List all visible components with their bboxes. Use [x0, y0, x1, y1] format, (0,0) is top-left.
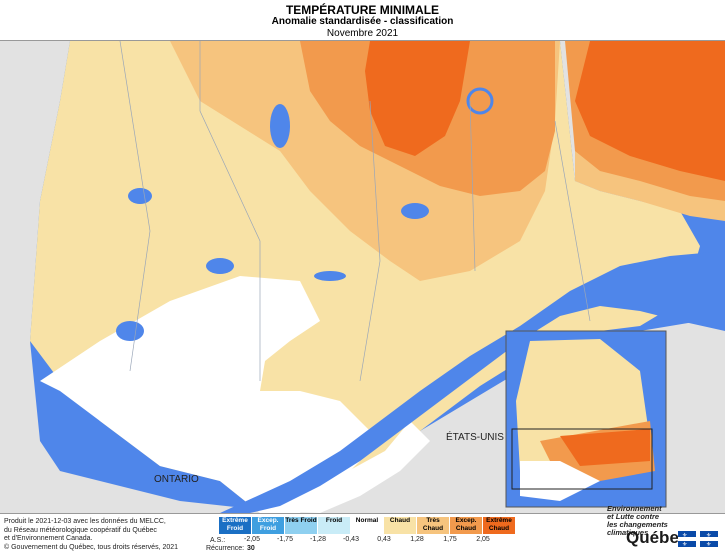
lake-3	[206, 258, 234, 274]
legend-threshold: 1,75	[443, 536, 457, 543]
svg-text:⚜: ⚜	[682, 541, 687, 547]
ministry-line-3: les changements	[607, 520, 668, 529]
quebec-extreme-chaud-zone-2	[575, 41, 725, 181]
map-title: TEMPÉRATURE MINIMALE	[285, 3, 440, 17]
lake-5	[116, 321, 144, 341]
ministry-line-1: Environnement	[607, 504, 662, 513]
legend-threshold: -2,05	[244, 536, 260, 543]
legend-threshold: 2,05	[476, 536, 490, 543]
legend-threshold: 0,43	[377, 536, 391, 543]
svg-text:⚜: ⚜	[706, 532, 711, 539]
quebec-extreme-chaud-zone	[365, 41, 470, 156]
footer-line-3: et d'Environnement Canada.	[4, 535, 93, 542]
ministry-line-4: climatiques	[607, 528, 649, 537]
legend-swatch-tres-froid: Très Froid	[285, 517, 317, 534]
lake-7	[466, 87, 494, 115]
inset-map	[505, 330, 667, 508]
legend-swatch-froid: Froid	[318, 517, 350, 534]
copyright: © Gouvernement du Québec, tous droits ré…	[4, 544, 179, 551]
legend-swatch-excep-chaud: Excep. Chaud	[450, 517, 482, 534]
legend-swatch-normal: Normal	[351, 517, 383, 534]
legend-threshold: 1,28	[410, 536, 424, 543]
legend-swatch-tres-chaud: Très Chaud	[417, 517, 449, 534]
legend-threshold: -0,43	[343, 536, 359, 543]
ministry-line-2: et Lutte contre	[607, 512, 660, 521]
svg-text:⚜: ⚜	[682, 532, 687, 539]
legend-swatch-extreme-chaud: Extrême Chaud	[483, 517, 515, 534]
svg-text:⚜: ⚜	[706, 541, 711, 547]
ministry-name: Environnement et Lutte contre les change…	[607, 505, 668, 537]
lake-2	[128, 188, 152, 204]
footer-line-1: Produit le 2021-12-03 avec les données d…	[4, 518, 166, 525]
legend-recurrence-value: 30	[247, 545, 255, 552]
legend-as-label: A.S.:	[210, 537, 226, 544]
region-borders	[119, 41, 591, 382]
lake-4	[314, 271, 346, 281]
legend-swatch-extreme-froid: Extrême Froid	[219, 517, 251, 534]
st-lawrence-river	[220, 251, 725, 513]
label-us: ÉTATS-UNIS	[446, 432, 504, 443]
legend-swatch-excep-froid: Excep. Froid	[252, 517, 284, 534]
lake-1	[270, 104, 290, 148]
quebec-logo-text: Québec	[626, 528, 689, 547]
footer-line-2: du Réseau météorologique coopératif du Q…	[4, 526, 157, 534]
legend-swatch-chaud: Chaud	[384, 517, 416, 534]
quebec-flag-icon: ⚜ ⚜ ⚜ ⚜	[678, 531, 718, 547]
legend-recurrence-label: Récurrence:	[206, 545, 245, 552]
footer-credits: Produit le 2021-12-03 avec les données d…	[4, 518, 166, 544]
map-subtitle: Anomalie standardisée - classification	[271, 16, 454, 27]
map-period: Novembre 2021	[326, 28, 399, 39]
legend-threshold: -1,28	[310, 536, 326, 543]
anomaly-map	[0, 40, 725, 514]
label-ontario: ONTARIO	[154, 474, 199, 485]
legend-threshold: -1,75	[277, 536, 293, 543]
ontario-land	[0, 41, 290, 513]
lake-6	[401, 203, 429, 219]
